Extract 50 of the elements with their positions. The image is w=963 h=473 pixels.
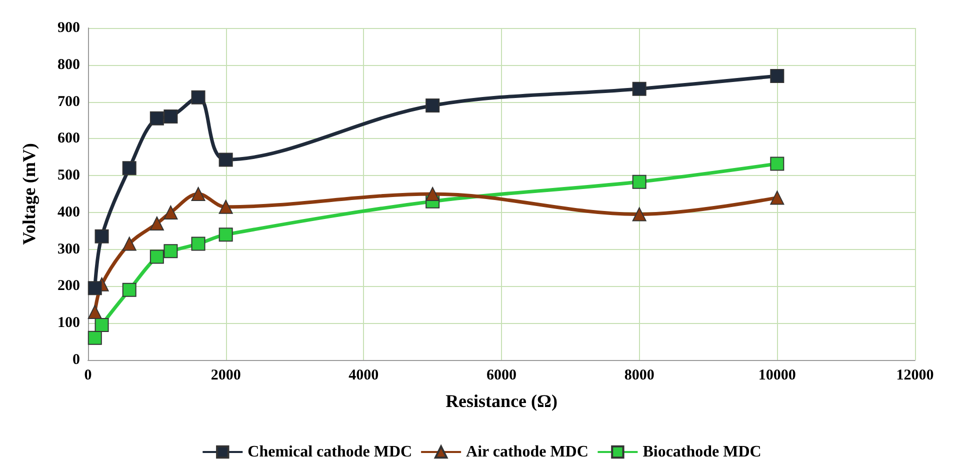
point — [632, 82, 646, 96]
point — [191, 90, 206, 104]
point — [122, 161, 136, 176]
x-tick-label: 4000 — [348, 368, 379, 384]
point — [150, 111, 164, 126]
point — [94, 229, 109, 244]
y-tick-label: 200 — [58, 278, 80, 294]
point — [164, 110, 178, 124]
x-axis-title: Resistance (Ω) — [446, 391, 558, 411]
legend-label: Chemical cathode MDC — [248, 444, 412, 460]
y-tick-label: 400 — [58, 204, 80, 220]
point — [94, 318, 109, 332]
point — [770, 68, 784, 83]
point — [150, 250, 164, 264]
point — [632, 207, 646, 222]
y-tick-label: 800 — [58, 56, 80, 73]
point — [218, 200, 233, 214]
x-tick-label: 8000 — [624, 368, 654, 384]
y-tick-label: 600 — [58, 130, 80, 147]
x-tick-label: 12000 — [896, 368, 934, 384]
y-axis-title: Voltage (mV) — [19, 143, 39, 245]
legend-label: Biocathode MDC — [642, 444, 762, 460]
x-tick-label: 0 — [84, 368, 92, 384]
point — [150, 216, 164, 231]
point — [770, 190, 784, 205]
point — [122, 236, 136, 251]
point — [191, 236, 206, 251]
y-tick-label: 900 — [58, 20, 80, 36]
x-tick-label: 2000 — [210, 368, 241, 384]
y-tick-label: 100 — [58, 315, 80, 332]
x-tick-label: 6000 — [486, 368, 516, 384]
y-tick-label: 300 — [58, 241, 80, 258]
point — [426, 98, 440, 112]
point — [191, 187, 206, 201]
point — [122, 282, 136, 297]
point — [218, 228, 233, 242]
point — [88, 281, 102, 296]
y-tick-label: 0 — [72, 352, 80, 368]
legend-label: Air cathode MDC — [466, 444, 588, 460]
point — [632, 174, 646, 189]
y-tick-label: 700 — [58, 94, 80, 110]
x-tick-label: 10000 — [758, 368, 796, 384]
point — [218, 152, 233, 167]
point — [164, 244, 178, 258]
point — [88, 330, 102, 345]
point — [770, 156, 784, 171]
point — [426, 187, 440, 201]
point — [164, 205, 178, 220]
y-tick-label: 500 — [58, 168, 80, 184]
point — [88, 305, 102, 320]
